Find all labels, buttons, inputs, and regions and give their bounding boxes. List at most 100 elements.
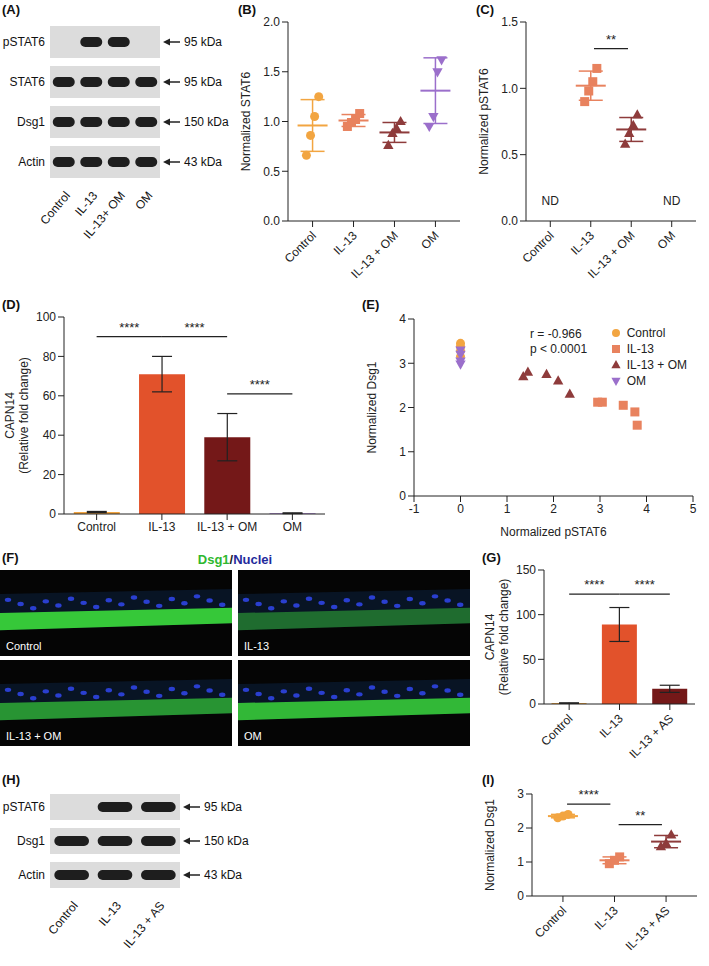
svg-text:****: **** [584,577,604,592]
svg-text:IL-13: IL-13 [568,228,597,257]
svg-text:ND: ND [663,194,681,208]
svg-text:3: 3 [597,502,604,516]
svg-text:Control: Control [538,711,575,748]
svg-text:100: 100 [516,608,536,622]
svg-text:OM: OM [418,228,442,252]
html-text:(A): (A) [2,2,20,17]
svg-text:Actin: Actin [18,868,45,882]
svg-text:IL-13: IL-13 [331,228,360,257]
svg-text:0.5: 0.5 [263,165,280,179]
svg-text:Dsg1: Dsg1 [17,115,45,129]
svg-text:****: **** [635,577,655,592]
svg-text:43 kDa: 43 kDa [204,868,242,882]
svg-text:****: **** [579,787,599,802]
svg-text:OM: OM [655,228,679,252]
svg-text:IL-13: IL-13 [592,903,621,932]
svg-text:****: **** [184,320,204,335]
svg-text:Control: Control [37,189,73,228]
svg-text:95 kDa: 95 kDa [184,35,222,49]
svg-text:****: **** [119,320,139,335]
svg-text:43 kDa: 43 kDa [184,155,222,169]
html-text:(E): (E) [362,297,380,312]
svg-text:0: 0 [49,507,56,521]
svg-text:2: 2 [517,821,524,835]
svg-text:Normalized pSTAT6: Normalized pSTAT6 [477,68,491,175]
svg-text:Control: Control [519,228,556,265]
svg-text:IL-13 + OM: IL-13 + OM [6,730,61,742]
svg-text:0.0: 0.0 [263,214,280,228]
svg-text:1.0: 1.0 [263,115,280,129]
svg-text:95 kDa: 95 kDa [184,75,222,89]
svg-text:95 kDa: 95 kDa [204,800,242,814]
svg-text:Normalized STAT6: Normalized STAT6 [239,71,253,171]
svg-text:pSTAT6: pSTAT6 [3,800,46,814]
svg-text:pSTAT6: pSTAT6 [3,35,46,49]
svg-text:Normalized Dsg1: Normalized Dsg1 [483,799,497,891]
svg-text:2: 2 [550,502,557,516]
svg-text:0: 0 [457,502,464,516]
svg-text:OM: OM [132,189,155,213]
svg-text:1.5: 1.5 [263,65,280,79]
svg-text:Normalized Dsg1: Normalized Dsg1 [365,361,379,453]
svg-text:**: ** [635,808,645,823]
svg-text:IL-13 + OM: IL-13 + OM [585,228,638,281]
svg-text:****: **** [250,377,270,392]
svg-text:1: 1 [504,502,511,516]
svg-text:150 kDa: 150 kDa [204,834,249,848]
svg-text:1.0: 1.0 [501,82,518,96]
svg-text:0: 0 [399,489,406,503]
svg-text:IL-13+ OM: IL-13+ OM [81,189,128,242]
svg-text:OM: OM [244,730,262,742]
svg-text:IL-13: IL-13 [244,640,269,652]
svg-text:5: 5 [690,502,697,516]
svg-text:150 kDa: 150 kDa [184,115,229,129]
svg-text:2: 2 [399,401,406,415]
svg-text:IL-13: IL-13 [96,898,125,928]
svg-text:Normalized pSTAT6: Normalized pSTAT6 [500,525,607,539]
svg-text:0.0: 0.0 [501,214,518,228]
svg-text:Dsg1/Nuclei: Dsg1/Nuclei [198,552,272,567]
html-text:(B): (B) [238,2,256,17]
svg-text:**: ** [606,32,616,47]
svg-text:Control: Control [77,520,116,534]
svg-text:IL-13 + AS: IL-13 + AS [626,711,676,761]
svg-text:0.5: 0.5 [501,148,518,162]
svg-text:Control: Control [45,899,81,938]
svg-text:IL-13 + OM: IL-13 + OM [197,520,257,534]
svg-text:150: 150 [516,563,536,577]
svg-text:40: 40 [43,428,57,442]
svg-text:0: 0 [517,889,524,903]
svg-text:50: 50 [523,653,537,667]
svg-text:Control: Control [532,903,569,940]
svg-text:Dsg1: Dsg1 [17,834,45,848]
svg-text:IL-13 + AS: IL-13 + AS [623,903,673,953]
svg-text:-1: -1 [409,502,420,516]
svg-text:3: 3 [399,357,406,371]
svg-text:80: 80 [43,350,57,364]
html-text:(D): (D) [2,297,20,312]
svg-text:ND: ND [542,194,560,208]
svg-text:STAT6: STAT6 [9,75,45,89]
svg-text:CAPN14(Relative fold change): CAPN14(Relative fold change) [3,357,31,474]
svg-text:4: 4 [643,502,650,516]
svg-text:IL-13: IL-13 [148,520,176,534]
svg-text:Control: Control [6,640,41,652]
svg-text:IL-13: IL-13 [597,711,626,740]
svg-text:1: 1 [517,855,524,869]
svg-text:CAPN14(Relative fold change): CAPN14(Relative fold change) [483,579,511,696]
svg-text:3: 3 [517,787,524,801]
svg-text:1: 1 [399,445,406,459]
html-text:(C): (C) [476,2,494,17]
svg-text:OM: OM [283,520,302,534]
svg-text:60: 60 [43,389,57,403]
svg-text:Actin: Actin [18,155,45,169]
svg-text:4: 4 [399,312,406,326]
svg-text:IL-13 + OM: IL-13 + OM [348,228,401,281]
svg-text:100: 100 [36,310,56,324]
svg-text:0: 0 [529,697,536,711]
svg-text:1.5: 1.5 [501,15,518,29]
svg-text:20: 20 [43,468,57,482]
svg-text:2.0: 2.0 [263,15,280,29]
svg-text:Control: Control [282,228,319,265]
svg-text:IL-13 + AS: IL-13 + AS [121,899,168,951]
